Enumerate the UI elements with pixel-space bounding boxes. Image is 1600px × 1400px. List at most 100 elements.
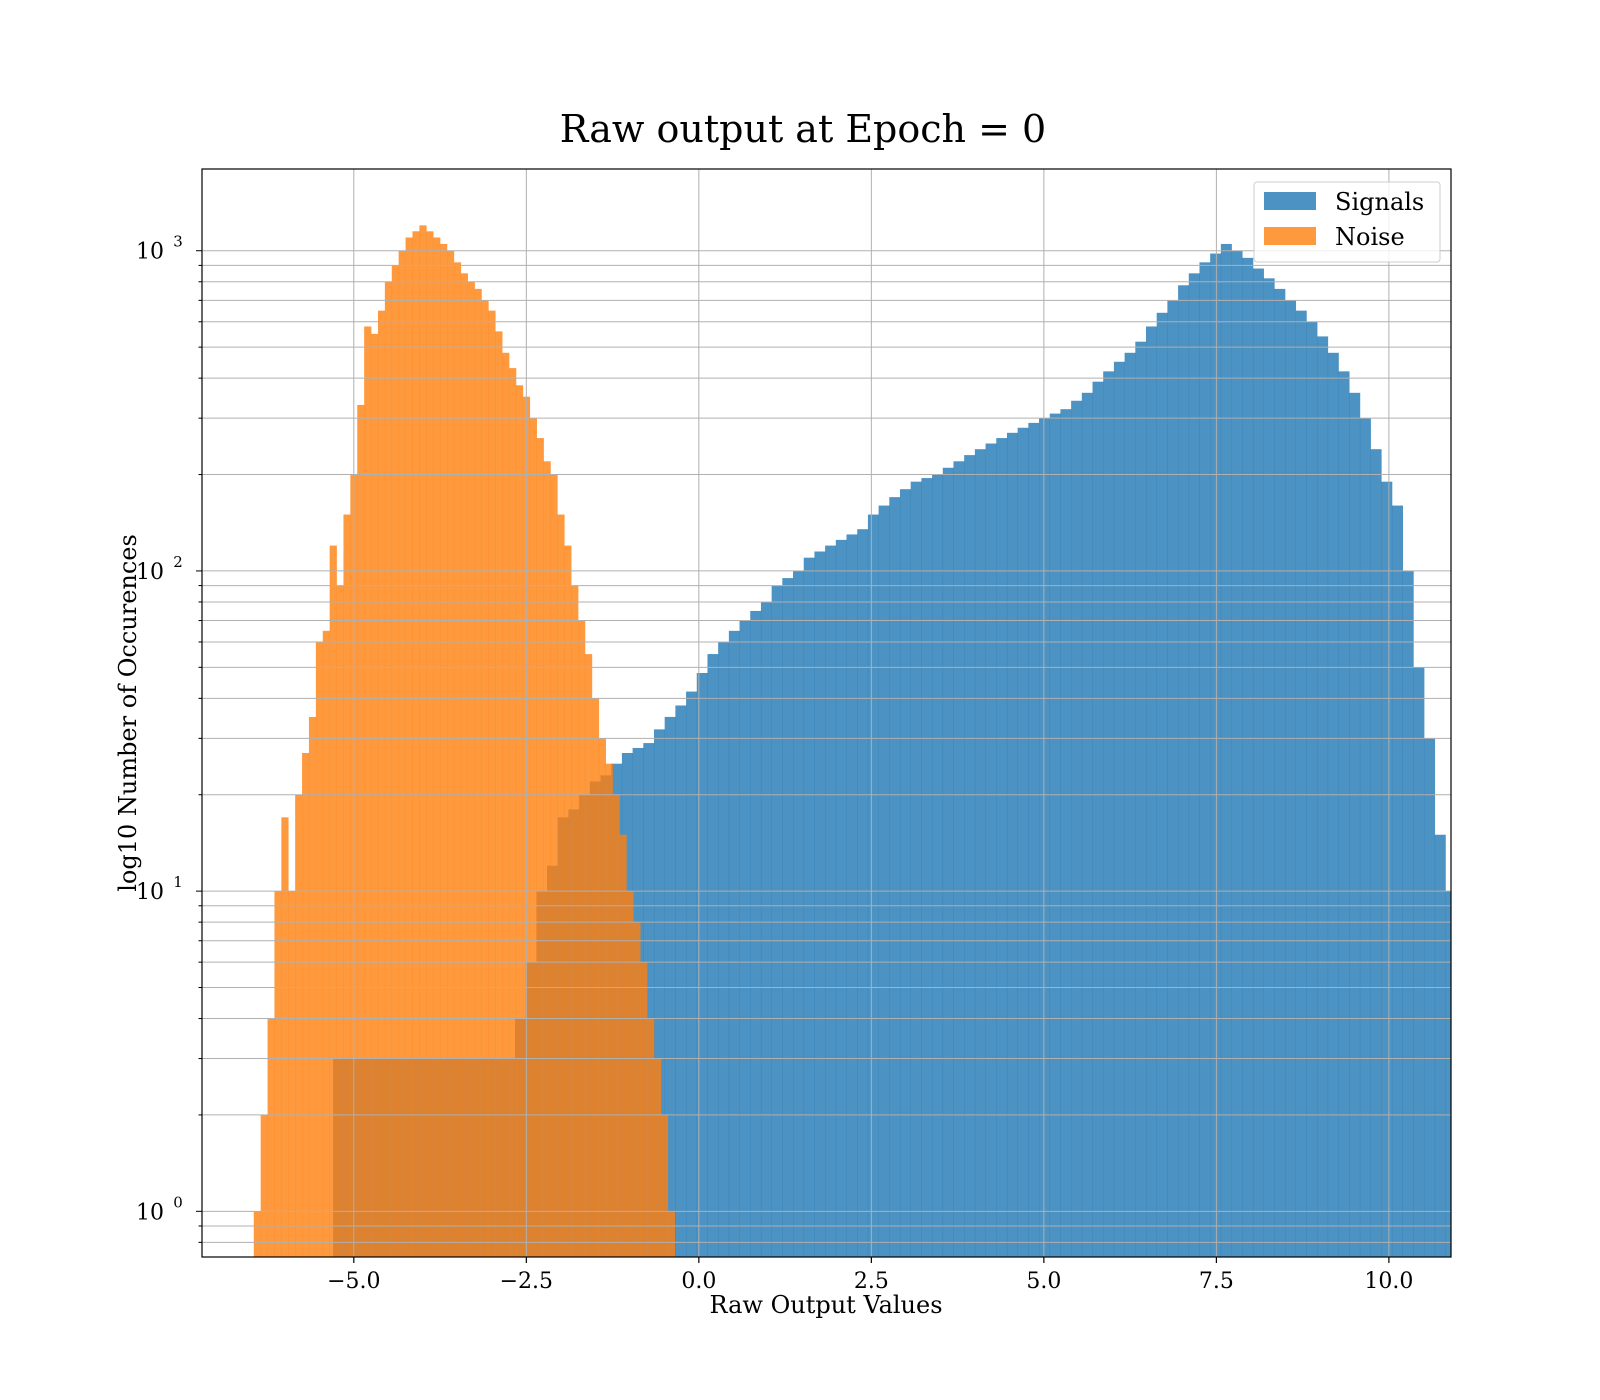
bar-noise [253, 1211, 261, 1257]
bar-signals [1370, 449, 1382, 1257]
bar-noise [667, 1211, 675, 1257]
bar-noise [467, 281, 475, 1257]
bar-signals [1424, 738, 1436, 1257]
bar-signals [643, 743, 655, 1257]
bar-noise [647, 1018, 655, 1257]
legend-label-noise: Noise [1335, 223, 1405, 251]
bar-noise [308, 716, 317, 1257]
bar-signals [1445, 891, 1451, 1257]
bar-signals [1178, 285, 1190, 1257]
bar-noise [336, 585, 344, 1257]
bar-noise [660, 1114, 669, 1257]
bar-signals [653, 729, 665, 1257]
bar-noise [405, 237, 413, 1257]
bar-noise [536, 438, 544, 1257]
bar-signals [825, 545, 837, 1257]
bar-signals [1402, 570, 1414, 1257]
bar-noise [460, 273, 468, 1257]
bar-signals [953, 461, 965, 1257]
bar-signals [814, 551, 826, 1257]
bar-noise [281, 817, 289, 1257]
bar-signals [846, 534, 858, 1257]
y-tick-label: 10 [136, 240, 164, 265]
bar-noise [564, 545, 572, 1257]
bar-signals [878, 505, 890, 1257]
bar-signals [750, 610, 762, 1257]
bar-signals [910, 481, 922, 1257]
bar-signals [728, 630, 740, 1257]
bar-noise [571, 585, 579, 1257]
bar-signals [1327, 352, 1339, 1257]
bar-signals [1039, 418, 1051, 1257]
bar-signals [1210, 253, 1222, 1257]
plot-area-frame [201, 168, 1452, 1258]
y-tick-label: 10 [136, 1200, 164, 1225]
bar-signals [1349, 392, 1361, 1257]
bar-signals [932, 474, 944, 1257]
legend-label-signals: Signals [1335, 188, 1424, 216]
bar-noise [322, 630, 330, 1257]
bar-signals [835, 539, 847, 1257]
bar-noise [550, 474, 558, 1257]
bar-noise [391, 265, 399, 1257]
bar-signals [1145, 326, 1157, 1257]
bar-noise [509, 368, 517, 1257]
bar-noise [426, 231, 434, 1257]
y-tick-exponent: 0 [173, 1193, 183, 1211]
legend-swatch-noise [1264, 227, 1316, 245]
bar-signals [857, 529, 869, 1257]
bar-signals [1317, 336, 1329, 1257]
bar-noise [260, 1114, 268, 1257]
bar-signals [793, 570, 805, 1257]
bar-signals [1306, 321, 1318, 1257]
bar-signals [1017, 427, 1029, 1257]
x-tick-label: −2.5 [500, 1269, 553, 1294]
y-axis-label: log10 Number of Occurences [114, 534, 142, 892]
bar-signals [985, 443, 997, 1257]
bar-noise [578, 620, 586, 1257]
bar-noise [384, 281, 393, 1257]
bar-signals [1274, 288, 1286, 1257]
y-tick-label: 10 [136, 880, 164, 905]
y-tick-exponent: 2 [173, 553, 183, 571]
histogram-bars [253, 225, 1510, 1257]
chart-title: Raw output at Epoch = 0 [560, 107, 1046, 151]
bar-signals [1124, 352, 1136, 1257]
bar-noise [640, 962, 648, 1257]
bar-noise [329, 545, 337, 1257]
bar-signals [1231, 250, 1243, 1257]
bar-signals [686, 691, 698, 1257]
bar-signals [739, 620, 751, 1257]
bar-noise [267, 1018, 275, 1257]
bar-signals [1285, 300, 1297, 1257]
bar-noise [502, 352, 510, 1257]
bar-signals [974, 449, 986, 1257]
bar-signals [696, 672, 708, 1257]
bar-signals [1188, 273, 1200, 1257]
bar-noise [515, 385, 524, 1257]
bar-signals [996, 438, 1008, 1257]
bar-noise [364, 326, 372, 1257]
bar-signals [964, 455, 976, 1257]
bar-signals [1434, 834, 1446, 1257]
bar-signals [1499, 1211, 1510, 1257]
bar-noise [612, 794, 620, 1257]
bar-noise [488, 310, 496, 1257]
bar-signals [1049, 413, 1061, 1257]
x-tick-label: 7.5 [1199, 1269, 1234, 1294]
bar-signals [1392, 505, 1403, 1257]
grid-lines [202, 169, 1451, 1257]
bar-noise [315, 641, 324, 1257]
bar-signals [1135, 341, 1147, 1257]
legend-swatch-signals [1264, 192, 1316, 210]
bar-signals [1359, 418, 1371, 1257]
bar-signals [1488, 1115, 1499, 1257]
bar-noise [591, 698, 600, 1257]
bar-signals [1092, 381, 1104, 1257]
bar-noise [543, 461, 551, 1257]
x-axis-label: Raw Output Values [709, 1291, 942, 1319]
x-axis-ticks: −5.0 −2.5 0.0 2.5 5.0 7.5 10.0 [327, 1257, 1413, 1294]
bar-noise [453, 262, 462, 1257]
bar-signals [1103, 371, 1115, 1257]
y-tick-exponent: 3 [173, 233, 183, 251]
